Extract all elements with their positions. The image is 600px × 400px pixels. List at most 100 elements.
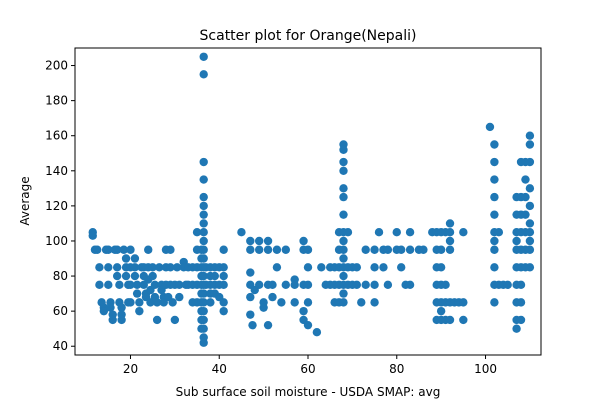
scatter-point	[175, 292, 184, 302]
scatter-point	[112, 263, 122, 272]
scatter-point	[339, 184, 348, 193]
scatter-point	[199, 210, 208, 219]
scatter-point	[303, 245, 313, 254]
scatter-point	[268, 292, 277, 302]
scatter-point	[272, 263, 282, 272]
scatter-point	[199, 254, 208, 263]
scatter-point	[199, 70, 208, 79]
scatter-point	[246, 310, 255, 319]
scatter-point	[219, 298, 228, 307]
scatter-point	[490, 298, 499, 307]
scatter-point	[148, 263, 157, 272]
scatter-point	[152, 298, 162, 307]
scatter-point	[312, 327, 322, 337]
scatter-point	[199, 338, 208, 347]
scatter-point	[445, 236, 455, 246]
scatter-point	[459, 228, 468, 237]
scatter-point	[263, 320, 273, 330]
scatter-point	[525, 228, 535, 237]
scatter-point	[263, 236, 273, 246]
scatter-point	[339, 245, 348, 254]
scatter-point	[92, 245, 102, 254]
scatter-point	[168, 298, 177, 307]
scatter-point	[219, 306, 228, 316]
scatter-point	[370, 280, 379, 290]
scatter-point	[246, 245, 255, 254]
scatter-point	[219, 271, 228, 281]
scatter-point	[525, 236, 535, 246]
scatter-point	[199, 52, 208, 61]
scatter-point	[170, 315, 180, 325]
scatter-point	[343, 228, 353, 237]
scatter-point	[199, 271, 208, 281]
scatter-point	[104, 280, 113, 290]
scatter-point	[370, 298, 379, 307]
scatter-point	[290, 298, 299, 307]
scatter-point	[219, 280, 228, 290]
scatter-point	[119, 245, 129, 254]
scatter-point	[436, 263, 446, 272]
scatter-point	[192, 228, 202, 237]
scatter-point	[383, 245, 393, 254]
scatter-point	[259, 303, 268, 312]
scatter-point	[339, 145, 348, 154]
y-tick-label: 60	[53, 304, 68, 318]
scatter-point	[219, 245, 228, 254]
scatter-point	[525, 157, 535, 167]
scatter-point	[485, 122, 495, 132]
scatter-point	[516, 315, 526, 325]
scatter-point	[303, 320, 313, 330]
scatter-point	[281, 245, 291, 254]
scatter-point	[361, 280, 370, 290]
scatter-point	[436, 306, 446, 316]
scatter-point	[303, 263, 313, 272]
scatter-point	[521, 192, 530, 202]
scatter-point	[108, 315, 117, 325]
scatter-point	[112, 245, 122, 254]
scatter-point	[512, 324, 521, 333]
scatter-point	[199, 175, 208, 184]
scatter-point	[132, 280, 142, 290]
scatter-point	[374, 228, 384, 237]
scatter-point	[281, 280, 291, 290]
scatter-point	[199, 228, 208, 237]
scatter-point	[99, 306, 109, 316]
scatter-point	[303, 298, 313, 307]
scatter-point	[339, 236, 348, 246]
scatter-point	[525, 140, 535, 149]
y-axis-label: Average	[18, 176, 32, 225]
data-points	[88, 52, 535, 347]
scatter-point	[121, 254, 131, 263]
scatter-point	[152, 315, 162, 325]
scatter-point	[516, 298, 526, 307]
scatter-point	[525, 131, 535, 140]
scatter-point	[405, 280, 415, 290]
scatter-point	[436, 245, 446, 254]
scatter-point	[95, 263, 104, 272]
scatter-point	[121, 271, 131, 281]
y-tick-label: 200	[45, 59, 68, 73]
scatter-point	[490, 192, 499, 202]
scatter-point	[303, 280, 313, 290]
scatter-point	[126, 280, 135, 290]
scatter-point	[219, 263, 228, 272]
scatter-point	[339, 271, 348, 281]
y-tick-label: 80	[53, 269, 68, 283]
scatter-point	[490, 236, 499, 246]
scatter-point	[115, 280, 124, 290]
scatter-point	[117, 303, 126, 312]
scatter-point	[383, 280, 393, 290]
scatter-point	[248, 320, 257, 330]
scatter-point	[503, 280, 512, 290]
scatter-point	[135, 306, 144, 316]
scatter-point	[206, 298, 215, 307]
x-tick-label: 60	[300, 362, 315, 376]
scatter-point	[166, 245, 175, 254]
scatter-point	[199, 324, 208, 333]
scatter-point	[357, 298, 366, 307]
scatter-point	[521, 175, 530, 184]
scatter-point	[352, 263, 362, 272]
scatter-point	[370, 263, 379, 272]
scatter-point	[299, 306, 308, 316]
